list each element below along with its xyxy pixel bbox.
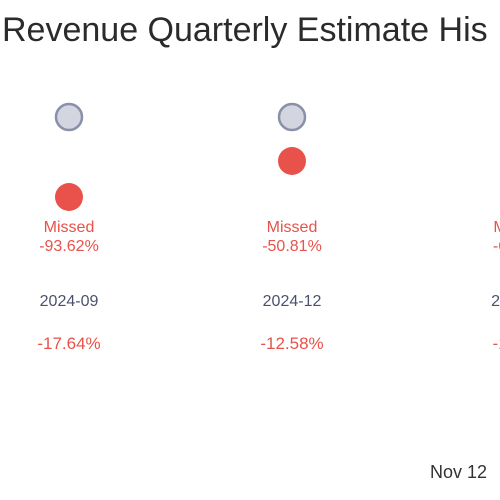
status-label: M xyxy=(493,219,500,236)
period-tick-label: 20 xyxy=(491,293,500,310)
estimate-point xyxy=(54,102,84,132)
chart-title: Revenue Quarterly Estimate His xyxy=(2,11,488,49)
status-label: Missed xyxy=(267,219,318,236)
period-tick-label: 2024-09 xyxy=(40,293,99,310)
estimate-point xyxy=(277,102,307,132)
date-label: Nov 12 xyxy=(430,462,488,482)
surprise-label: -50.81% xyxy=(262,238,322,255)
change-label: -17.64% xyxy=(37,334,100,353)
surprise-label: -6 xyxy=(493,238,500,255)
change-label: -12.58% xyxy=(260,334,323,353)
surprise-label: -93.62% xyxy=(39,238,99,255)
actual-point xyxy=(55,183,83,211)
actual-point xyxy=(278,147,306,175)
status-label: Missed xyxy=(44,219,95,236)
change-label: -1 xyxy=(492,334,500,353)
period-tick-label: 2024-12 xyxy=(263,293,322,310)
